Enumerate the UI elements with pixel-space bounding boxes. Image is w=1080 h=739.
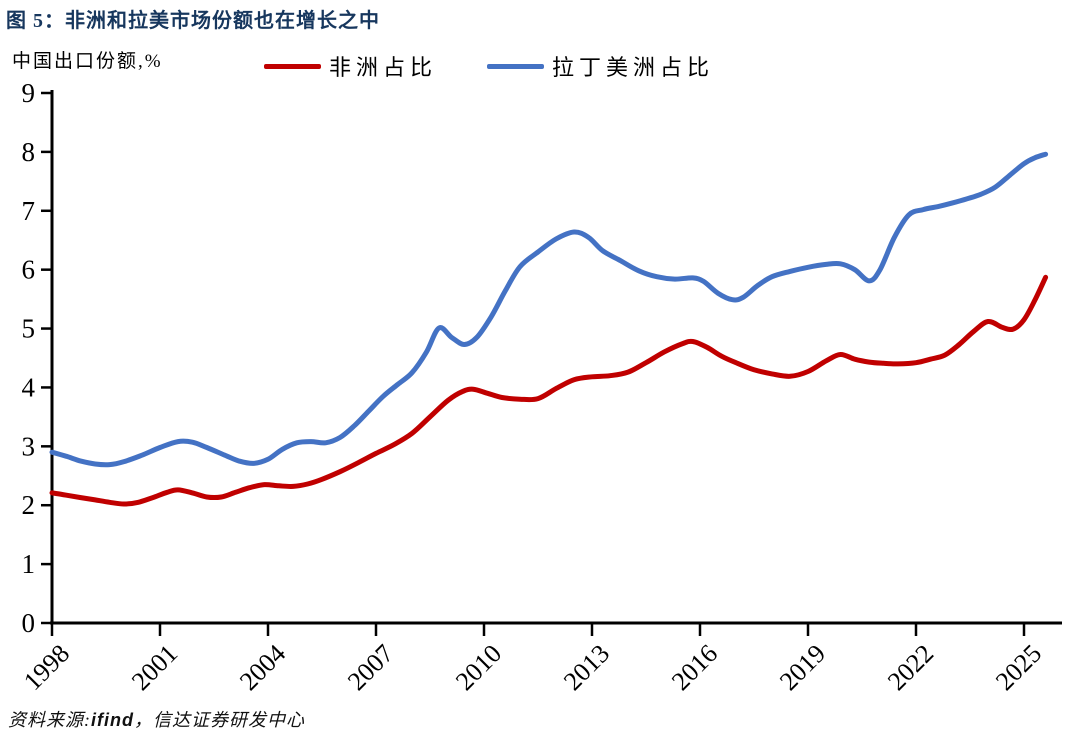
y-axis-tick-label: 2 — [22, 490, 36, 520]
y-axis-tick-label: 1 — [22, 549, 36, 579]
legend-item-latam: 拉丁美洲占比 — [487, 50, 714, 82]
y-axis-tick-label: 5 — [22, 314, 36, 344]
legend-label-latam: 拉丁美洲占比 — [552, 55, 715, 80]
x-axis-tick-label: 2013 — [558, 639, 615, 696]
x-axis-tick-label: 2010 — [450, 639, 507, 696]
figure-title: 图 5：非洲和拉美市场份额也在增长之中 — [6, 10, 380, 32]
x-axis-tick-label: 2016 — [666, 639, 723, 696]
x-axis-tick-label: 2025 — [990, 639, 1047, 696]
chart-legend: 非洲占比 拉丁美洲占比 — [264, 50, 714, 82]
source-prefix: 资料来源: — [8, 710, 91, 730]
y-axis-tick-label: 0 — [22, 608, 36, 638]
y-axis-tick-label: 9 — [22, 78, 36, 108]
series-line-africa — [49, 274, 1049, 507]
legend-item-africa: 非洲占比 — [264, 50, 437, 82]
legend-line-swatch-latam — [487, 63, 545, 69]
y-axis-tick-label: 7 — [22, 196, 36, 226]
y-axis-tick-label: 6 — [22, 255, 36, 285]
legend-label-africa: 非洲占比 — [329, 55, 438, 80]
y-axis-tick-label: 8 — [22, 137, 36, 167]
y-axis-tick-label: 3 — [22, 431, 36, 461]
source-note: 资料来源:ifind，信达证券研发中心 — [8, 706, 305, 732]
x-axis-tick-label: 2007 — [342, 639, 399, 696]
source-brand: ifind — [91, 710, 134, 730]
x-axis-tick-label: 2022 — [882, 639, 939, 696]
y-axis-tick-label: 4 — [22, 372, 36, 402]
x-axis-tick-label: 2001 — [126, 639, 183, 696]
x-axis-tick-label: 2004 — [234, 639, 291, 696]
source-suffix: ，信达证券研发中心 — [134, 710, 305, 730]
series-line-latam — [49, 151, 1049, 468]
legend-line-swatch-africa — [264, 63, 321, 69]
y-axis-unit-label: 中国出口份额,% — [12, 51, 163, 72]
x-axis-tick-label: 2019 — [774, 639, 831, 696]
x-axis-tick-label: 1998 — [18, 639, 75, 696]
